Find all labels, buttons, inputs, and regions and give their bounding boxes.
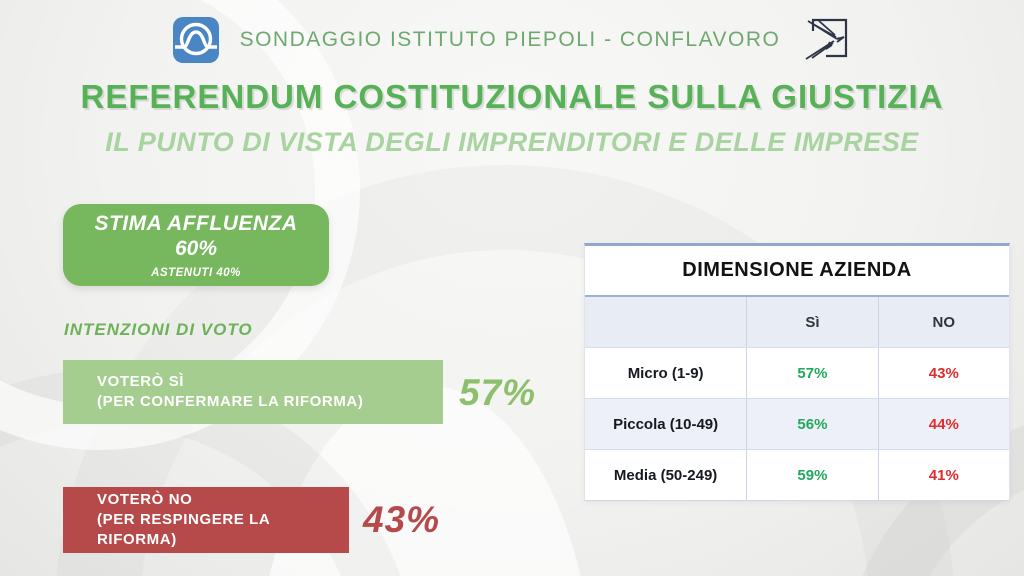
table-header-no: NO <box>877 297 1009 347</box>
vote-yes-bar: VOTERÒ SÌ (PER CONFERMARE LA RIFORMA) <box>63 360 443 424</box>
turnout-value: 60% <box>174 236 218 260</box>
turnout-title: STIMA AFFLUENZA <box>94 211 298 235</box>
row-label: Media (50-249) <box>613 466 718 484</box>
table-row: Micro (1-9) 57% 43% <box>585 348 1009 399</box>
istituto-piepoli-logo-icon <box>172 17 219 63</box>
table-row: Media (50-249) 59% 41% <box>585 450 1009 500</box>
page-subtitle: IL PUNTO DI VISTA DEGLI IMPRENDITORI E D… <box>105 127 919 157</box>
table-header-row: Sì NO <box>585 297 1009 348</box>
row-yes-value: 59% <box>746 450 877 500</box>
vote-yes-line2: (PER CONFERMARE LA RIFORMA) <box>97 393 364 410</box>
vote-no-bar: VOTERÒ NO (PER RESPINGERE LA RIFORMA) <box>63 487 349 553</box>
header: SONDAGGIO ISTITUTO PIEPOLI - CONFLAVORO <box>0 12 1024 68</box>
row-no-value: 44% <box>877 399 1009 449</box>
survey-source-label: SONDAGGIO ISTITUTO PIEPOLI - CONFLAVORO <box>239 28 781 51</box>
turnout-estimate-box: STIMA AFFLUENZA 60% ASTENUTI 40% <box>63 204 329 286</box>
vote-intentions-label: INTENZIONI DI VOTO <box>64 320 253 339</box>
row-yes-value: 57% <box>746 348 877 398</box>
conflavoro-logo-icon <box>805 18 848 60</box>
vote-yes-line1: VOTERÒ SÌ <box>97 372 185 390</box>
page-title: REFERENDUM COSTITUZIONALE SULLA GIUSTIZI… <box>80 78 944 115</box>
row-label: Piccola (10-49) <box>613 415 719 433</box>
vote-no-percentage: 43% <box>363 499 441 540</box>
table-title: DIMENSIONE AZIENDA <box>585 246 1009 297</box>
table-header-yes: Sì <box>746 297 877 347</box>
table-header-empty <box>585 297 746 347</box>
vote-no-line1: VOTERÒ NO <box>97 490 193 508</box>
company-size-table: DIMENSIONE AZIENDA Sì NO Micro (1-9) 57%… <box>584 243 1010 501</box>
turnout-abstained: ASTENUTI 40% <box>151 266 241 279</box>
row-no-value: 43% <box>877 348 1009 398</box>
vote-no-line2: (PER RESPINGERE LA RIFORMA) <box>97 510 270 549</box>
vote-yes-percentage: 57% <box>459 372 537 413</box>
row-yes-value: 56% <box>746 399 877 449</box>
row-no-value: 41% <box>877 450 1009 500</box>
row-label: Micro (1-9) <box>627 364 704 382</box>
table-row: Piccola (10-49) 56% 44% <box>585 399 1009 450</box>
